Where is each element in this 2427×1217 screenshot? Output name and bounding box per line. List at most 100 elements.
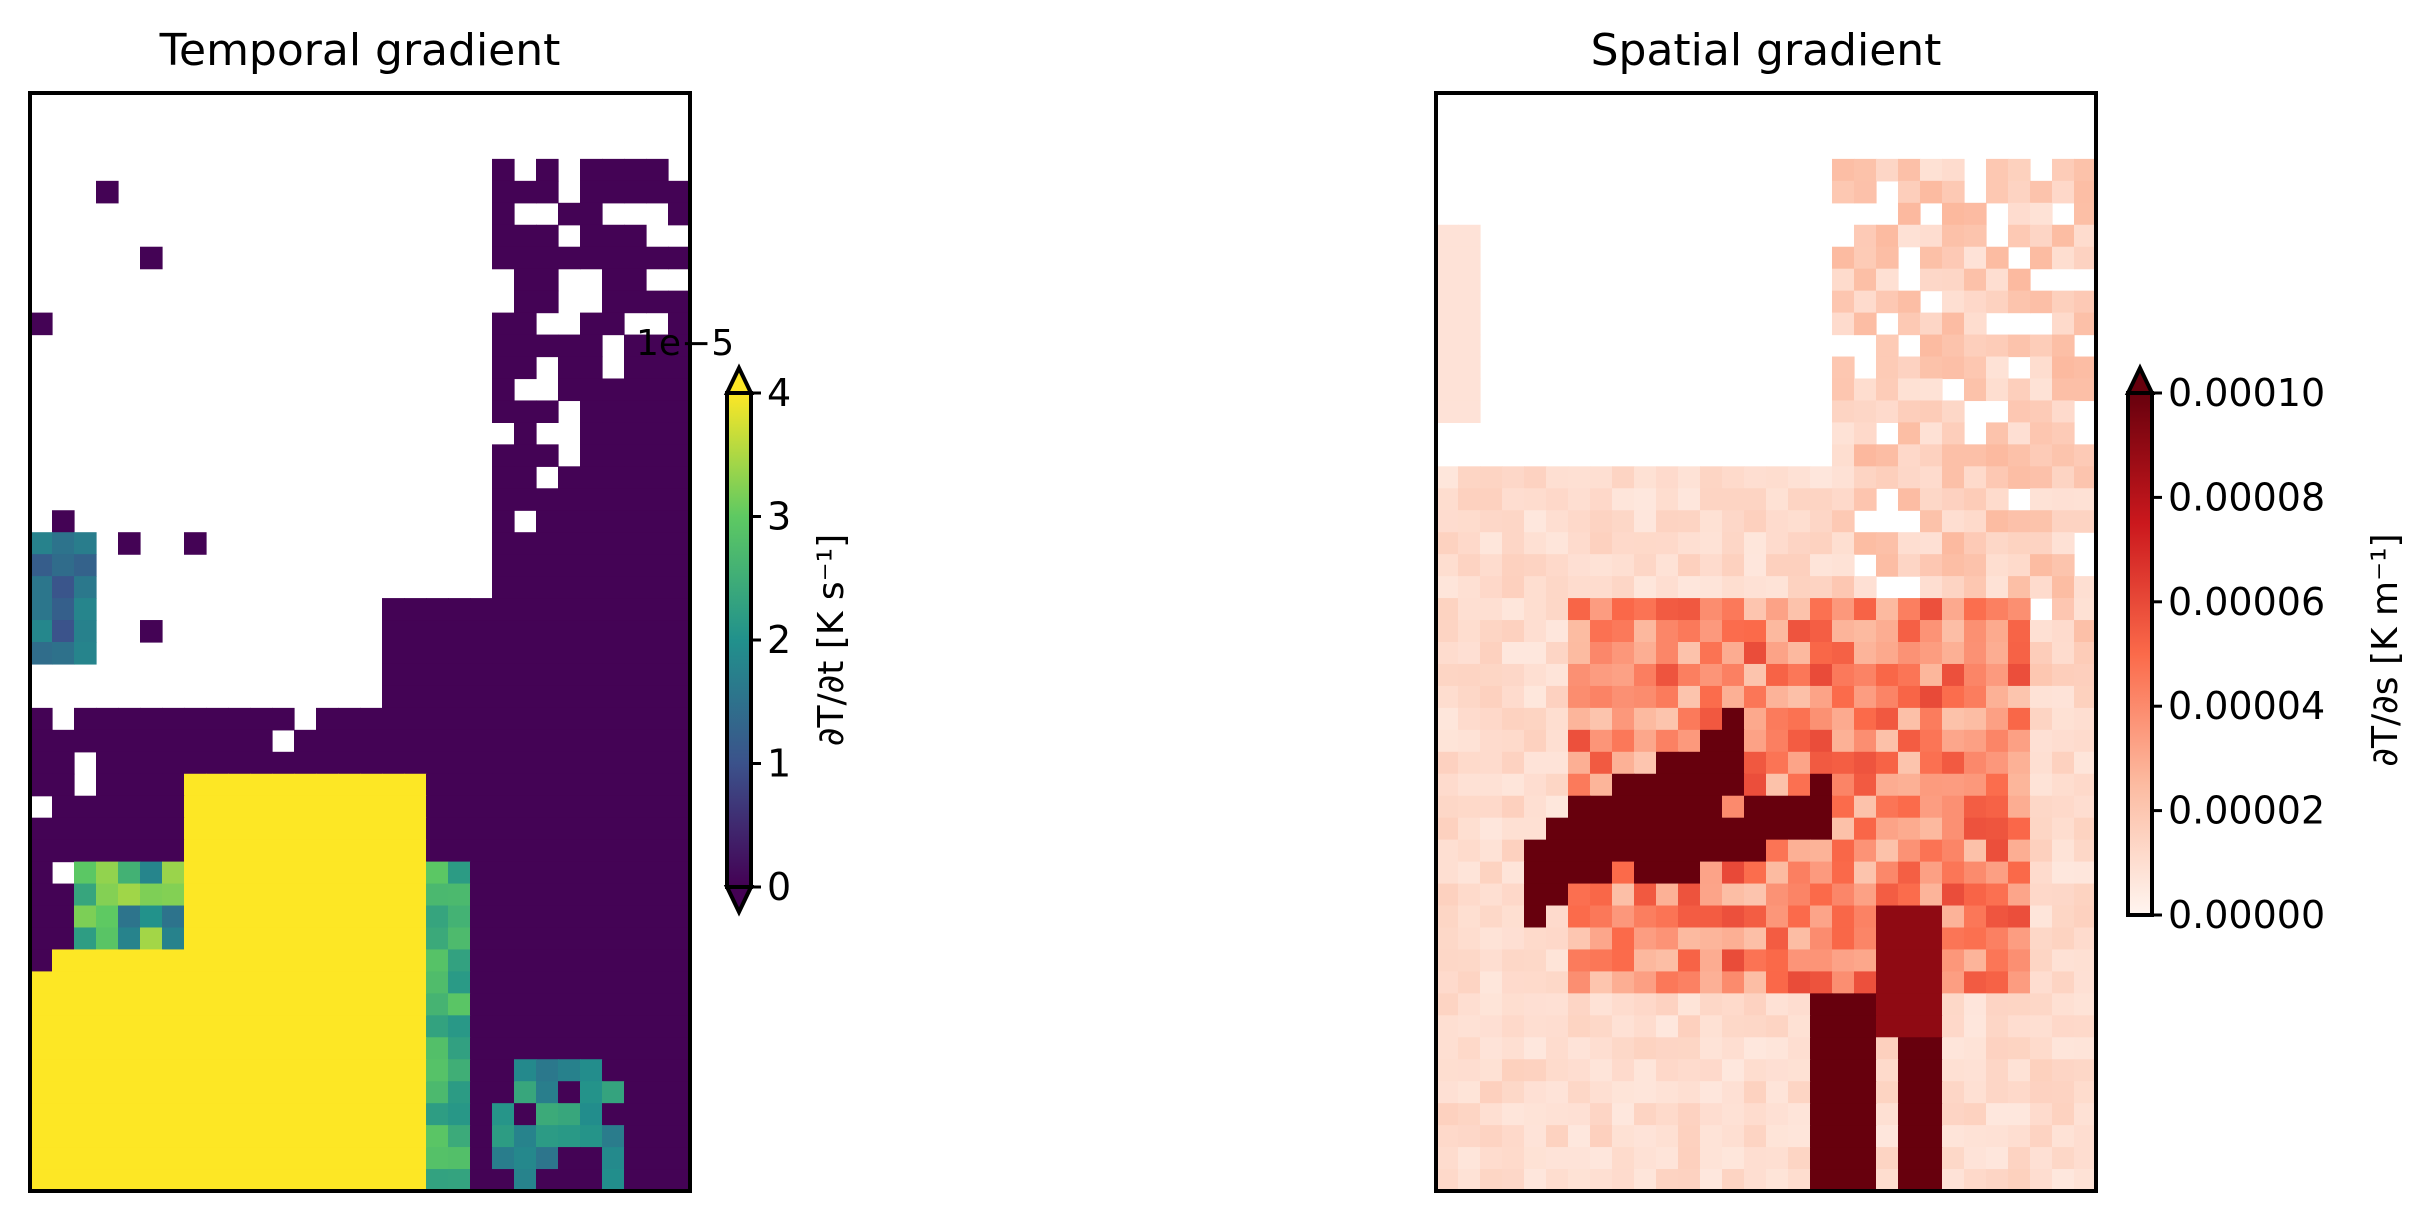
spatial-heatmap-cell <box>1942 312 1965 336</box>
spatial-heatmap-cell <box>2052 663 2075 687</box>
temporal-heatmap-cell <box>492 883 515 907</box>
spatial-heatmap-cell <box>1612 642 1635 665</box>
spatial-heatmap-cell <box>2030 839 2053 863</box>
temporal-heatmap-cell <box>514 817 537 841</box>
spatial-heatmap-cell <box>1634 510 1657 533</box>
spatial-heatmap-cell <box>1700 488 1723 511</box>
temporal-heatmap-cell <box>602 1147 625 1170</box>
temporal-heatmap-cell <box>602 729 625 753</box>
temporal-colorbar-tick-label: 4 <box>767 371 791 415</box>
spatial-heatmap-cell <box>1942 707 1965 731</box>
spatial-heatmap-cell <box>1832 268 1855 292</box>
temporal-heatmap-cell <box>624 554 647 577</box>
spatial-heatmap-cell <box>1744 1015 1767 1038</box>
temporal-heatmap-cell <box>558 378 581 402</box>
temporal-heatmap-cell <box>272 707 295 731</box>
temporal-heatmap-cell <box>624 400 647 423</box>
spatial-heatmap-cell <box>1436 1125 1459 1148</box>
temporal-heatmap-cell <box>316 795 339 819</box>
temporal-heatmap-cell <box>536 554 559 577</box>
spatial-heatmap-cell <box>1524 663 1547 687</box>
temporal-heatmap-cell <box>184 839 207 863</box>
temporal-heatmap-cell <box>250 1103 273 1126</box>
temporal-heatmap-cell <box>580 663 603 687</box>
spatial-heatmap-cell <box>2008 400 2031 423</box>
spatial-heatmap-cell <box>2030 554 2053 577</box>
temporal-heatmap-cell <box>624 1037 647 1060</box>
temporal-heatmap-cell <box>558 751 581 775</box>
spatial-heatmap-cell <box>1744 554 1767 577</box>
spatial-heatmap-cell <box>2052 883 2075 907</box>
temporal-heatmap-cell <box>382 1015 405 1038</box>
spatial-heatmap-cell <box>1568 1015 1591 1038</box>
temporal-heatmap-cell <box>140 795 163 819</box>
temporal-heatmap-cell <box>580 729 603 753</box>
spatial-heatmap-cell <box>1480 883 1503 907</box>
spatial-heatmap-cell <box>1590 685 1613 709</box>
spatial-heatmap-cell <box>1986 751 2009 775</box>
spatial-heatmap-cell <box>2030 707 2053 731</box>
spatial-heatmap-cell <box>1590 1037 1613 1060</box>
temporal-heatmap-cell <box>580 312 603 336</box>
temporal-heatmap-cell <box>316 927 339 951</box>
spatial-heatmap-cell <box>1788 751 1811 775</box>
spatial-heatmap-cell <box>1480 1081 1503 1104</box>
temporal-heatmap-cell <box>294 1081 317 1104</box>
temporal-heatmap-cell <box>118 1169 141 1191</box>
temporal-heatmap-cell <box>624 466 647 489</box>
spatial-heatmap-cell <box>1986 268 2009 292</box>
spatial-heatmap-cell <box>1524 861 1547 885</box>
temporal-heatmap-cell <box>602 488 625 511</box>
spatial-heatmap-cell <box>1436 1147 1459 1170</box>
spatial-heatmap-cell <box>1634 620 1657 643</box>
spatial-heatmap-cell <box>1832 246 1855 270</box>
temporal-axes-frame <box>28 91 692 1193</box>
temporal-heatmap-cell <box>294 993 317 1016</box>
spatial-heatmap-cell <box>1656 532 1679 555</box>
spatial-heatmap-cell <box>1854 246 1877 270</box>
temporal-heatmap-cell <box>580 971 603 994</box>
spatial-heatmap-cell <box>1832 378 1855 402</box>
temporal-heatmap-cell <box>140 1103 163 1126</box>
temporal-heatmap-cell <box>426 1037 449 1060</box>
spatial-heatmap-cell <box>2074 180 2096 204</box>
temporal-heatmap-cell <box>382 773 405 797</box>
spatial-heatmap-cell <box>1656 707 1679 731</box>
temporal-heatmap-cell <box>624 1169 647 1191</box>
temporal-heatmap-cell <box>668 883 690 907</box>
temporal-heatmap-cell <box>448 620 471 643</box>
temporal-heatmap-cell <box>118 993 141 1016</box>
temporal-heatmap-cell <box>338 971 361 994</box>
spatial-heatmap-cell <box>1546 817 1569 841</box>
spatial-heatmap-cell <box>1766 685 1789 709</box>
spatial-heatmap-cell <box>1854 1037 1877 1060</box>
spatial-heatmap-cell <box>1898 488 1921 511</box>
temporal-heatmap-cell <box>646 663 669 687</box>
temporal-heatmap-cell <box>338 993 361 1016</box>
spatial-heatmap-cell <box>1436 1015 1459 1038</box>
temporal-heatmap-cell <box>514 554 537 577</box>
spatial-heatmap-cell <box>1986 971 2009 994</box>
spatial-heatmap-cell <box>1766 1103 1789 1126</box>
spatial-heatmap-cell <box>1546 685 1569 709</box>
temporal-heatmap-cell <box>602 1037 625 1060</box>
temporal-heatmap-cell <box>470 729 493 753</box>
spatial-heatmap-cell <box>1964 817 1987 841</box>
spatial-heatmap-cell <box>1700 773 1723 797</box>
spatial-heatmap-cell <box>1590 620 1613 643</box>
spatial-heatmap-cell <box>1722 620 1745 643</box>
spatial-heatmap-cell <box>1854 466 1877 489</box>
temporal-heatmap-cell <box>52 1103 75 1126</box>
temporal-heatmap-cell <box>184 1103 207 1126</box>
spatial-heatmap-cell <box>1656 510 1679 533</box>
temporal-heatmap-cell <box>536 334 559 358</box>
temporal-heatmap-cell <box>668 620 690 643</box>
temporal-heatmap-cell <box>140 1125 163 1148</box>
temporal-heatmap-cell <box>426 971 449 994</box>
spatial-heatmap-cell <box>1700 1147 1723 1170</box>
temporal-heatmap-cell <box>140 1015 163 1038</box>
spatial-heatmap-cell <box>1942 905 1965 929</box>
temporal-heatmap-cell <box>426 1147 449 1170</box>
spatial-heatmap-cell <box>1612 1125 1635 1148</box>
spatial-heatmap-cell <box>2052 356 2075 380</box>
